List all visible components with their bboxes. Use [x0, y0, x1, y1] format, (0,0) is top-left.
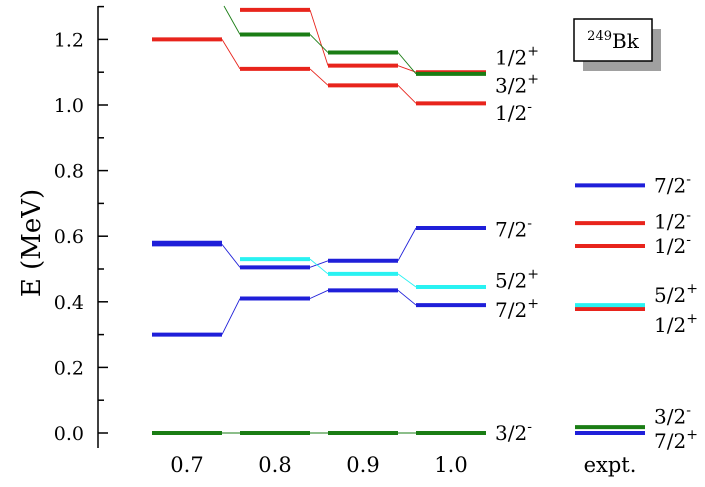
y-axis: 0.0 0.2 0.4 0.6 0.8 1.0 1.2 — [54, 5, 108, 448]
level-connector — [397, 65, 417, 73]
level-connector — [397, 52, 417, 75]
x-category-label: 0.9 — [346, 453, 379, 477]
labels: 0.7 0.8 0.9 1.0 expt.3/2-7/2+5/2+7/2-1/2-3/2… — [170, 43, 698, 477]
y-axis-title: E (MeV) — [17, 189, 47, 297]
level-label: 3/2- — [654, 403, 691, 429]
level-connector — [397, 273, 417, 288]
level-connector — [309, 34, 329, 53]
y-tick-label: 1.0 — [54, 95, 84, 117]
level-connector — [221, 244, 241, 268]
level-label: 3/2+ — [495, 71, 539, 97]
level-connector — [309, 258, 329, 275]
level-label: 7/2+ — [654, 427, 698, 453]
level-label: 1/2+ — [654, 311, 698, 337]
x-category-label: 1.0 — [434, 453, 467, 477]
x-category-label: expt. — [584, 453, 637, 477]
level-connector — [309, 289, 329, 299]
nucleus-box-frame — [573, 18, 653, 62]
level-connector — [397, 227, 417, 262]
y-tick-label: 0.8 — [54, 161, 84, 183]
level-label: 1/2- — [654, 232, 691, 258]
y-tick-label: 1.2 — [54, 29, 84, 51]
x-category-label: 0.7 — [170, 453, 203, 477]
level-label: 5/2+ — [495, 266, 539, 292]
level-connector — [309, 68, 329, 86]
level-connector — [223, 5, 241, 35]
level-connector — [309, 9, 329, 66]
y-tick-label: 0.4 — [54, 292, 84, 314]
level-label: 1/2- — [495, 99, 532, 125]
y-tick-label: 0.2 — [54, 357, 84, 379]
level-label: 1/2+ — [495, 43, 539, 69]
levels — [152, 7, 645, 435]
level-connector — [397, 85, 417, 104]
level-label: 5/2+ — [654, 281, 698, 307]
connectors — [221, 5, 417, 434]
level-connector — [309, 260, 329, 268]
level-connector — [221, 39, 241, 70]
level-label: 7/2- — [654, 171, 691, 197]
level-label: 3/2- — [495, 419, 532, 445]
y-tick-label: 0.0 — [54, 423, 84, 445]
y-tick-label: 0.6 — [54, 226, 84, 248]
x-category-label: 0.8 — [258, 453, 291, 477]
nucleus-box: 249Bk — [573, 18, 661, 71]
level-connector — [397, 289, 417, 306]
nucleus-label: 249Bk — [587, 29, 640, 53]
level-connector — [221, 298, 241, 335]
level-label: 7/2+ — [495, 296, 539, 322]
level-label: 7/2- — [495, 216, 532, 242]
level-label: 1/2- — [654, 207, 691, 233]
